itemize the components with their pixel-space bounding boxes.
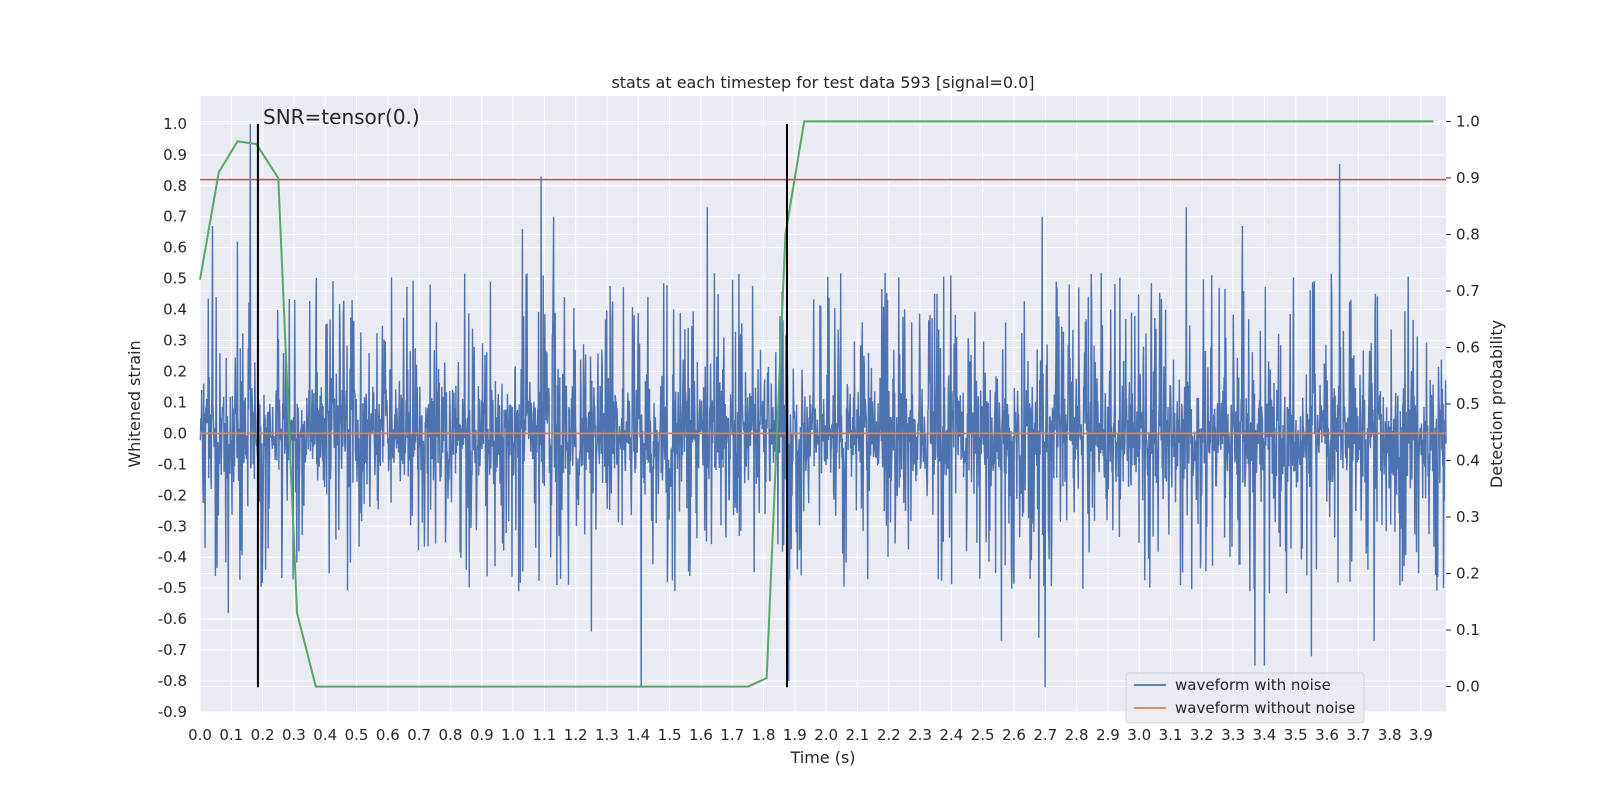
x-tick-label: 3.7 [1346,726,1370,744]
y2-tick-label: 0.2 [1456,565,1480,583]
x-tick-label: 0.9 [470,726,494,744]
x-tick-label: 2.8 [1065,726,1089,744]
y-tick-label: 0.6 [163,239,187,257]
x-tick-label: 0.0 [188,726,212,744]
x-tick-label: 0.4 [313,726,337,744]
x-tick-label: 1.5 [658,726,682,744]
x-tick-label: 3.1 [1159,726,1183,744]
x-tick-label: 3.0 [1127,726,1151,744]
x-tick-label: 3.9 [1409,726,1433,744]
plot-area [199,120,1447,688]
y2-tick-label: 0.0 [1456,678,1480,696]
series-detection-probability [199,120,1434,688]
y2-tick-label: 0.7 [1456,282,1480,300]
y2-tick-label: 0.9 [1456,169,1480,187]
y2-tick-label: 0.4 [1456,452,1480,470]
y2-tick-label: 1.0 [1456,112,1480,130]
y-tick-label: -0.8 [158,672,187,690]
x-tick-label: 0.3 [282,726,306,744]
y-tick-label: 0.5 [163,270,187,288]
y2-tick-label: 0.1 [1456,621,1480,639]
y-tick-label: -0.1 [158,455,187,473]
x-tick-label: 0.2 [251,726,275,744]
x-tick-label: 0.5 [345,726,369,744]
x-tick-label: 1.2 [564,726,588,744]
x-tick-label: 1.7 [720,726,744,744]
x-tick-label: 2.2 [877,726,901,744]
x-tick-label: 0.7 [407,726,431,744]
y-tick-label: 0.3 [163,332,187,350]
x-tick-label: 1.9 [783,726,807,744]
snr-annotation: SNR=tensor(0.) [263,105,420,129]
x-tick-label: 3.6 [1315,726,1339,744]
x-tick-label: 0.8 [439,726,463,744]
y-tick-label: -0.4 [158,548,187,566]
x-tick-label: 0.6 [376,726,400,744]
x-tick-label: 2.4 [939,726,963,744]
x-tick-label: 3.4 [1252,726,1276,744]
y-tick-label: 0.4 [163,301,187,319]
y2-tick-label: 0.5 [1456,395,1480,413]
y-tick-label: 1.0 [163,115,187,133]
legend-label-clean: waveform without noise [1175,699,1355,717]
x-tick-label: 1.0 [501,726,525,744]
y-tick-label: 0.8 [163,177,187,195]
y-tick-label: 0.7 [163,208,187,226]
y-axis-label: Whitened strain [125,340,144,467]
x-tick-label: 2.3 [908,726,932,744]
y-tick-label: -0.6 [158,610,187,628]
series-waveform-with-noise [199,123,1447,688]
legend-box [1125,672,1365,724]
x-tick-label: 0.1 [219,726,243,744]
y-tick-label: -0.3 [158,517,187,535]
x-tick-label: 1.6 [689,726,713,744]
y-tick-label: 0.9 [163,146,187,164]
y2-axis-label: Detection probability [1487,320,1506,488]
x-tick-label: 1.1 [532,726,556,744]
x-tick-label: 2.1 [846,726,870,744]
y-tick-label: -0.9 [158,703,187,721]
legend-label-noise: waveform with noise [1175,676,1331,694]
x-tick-label: 2.9 [1096,726,1120,744]
y-tick-label: -0.2 [158,486,187,504]
x-tick-label: 2.0 [814,726,838,744]
x-tick-label: 1.3 [595,726,619,744]
y-tick-label: 0.1 [163,393,187,411]
y2-tick-label: 0.3 [1456,508,1480,526]
y2-tick-label: 0.8 [1456,225,1480,243]
x-axis-label: Time (s) [789,748,855,767]
y-tick-label: -0.5 [158,579,187,597]
y-tick-label: -0.7 [158,641,187,659]
x-tick-label: 2.6 [1002,726,1026,744]
y-tick-label: 0.0 [163,424,187,442]
x-tick-label: 1.4 [626,726,650,744]
y2-tick-labels: 0.0 0.1 0.2 0.3 0.4 0.5 0.6 0.7 0.8 0.9 1.0 [1446,112,1480,696]
chart-title: stats at each timestep for test data 593… [611,73,1034,92]
legend: waveform with noise waveform without noi… [1125,672,1365,724]
y2-tick-label: 0.6 [1456,338,1480,356]
x-tick-label: 2.5 [971,726,995,744]
y-tick-labels: -0.9 -0.8 -0.7 -0.6 -0.5 -0.4 -0.3 -0.2 -0.1 0.0 0… [158,115,187,721]
x-tick-label: 2.7 [1033,726,1057,744]
x-tick-labels: 0.0 0.1 0.2 0.3 0.4 0.5 0.6 0.7 0.8 0.9 1.0 1.1 1.2 1… [188,726,1433,744]
x-tick-label: 3.3 [1221,726,1245,744]
y-tick-label: 0.2 [163,362,187,380]
x-tick-label: 1.8 [752,726,776,744]
x-tick-label: 3.5 [1284,726,1308,744]
x-tick-label: 3.8 [1378,726,1402,744]
x-tick-label: 3.2 [1190,726,1214,744]
